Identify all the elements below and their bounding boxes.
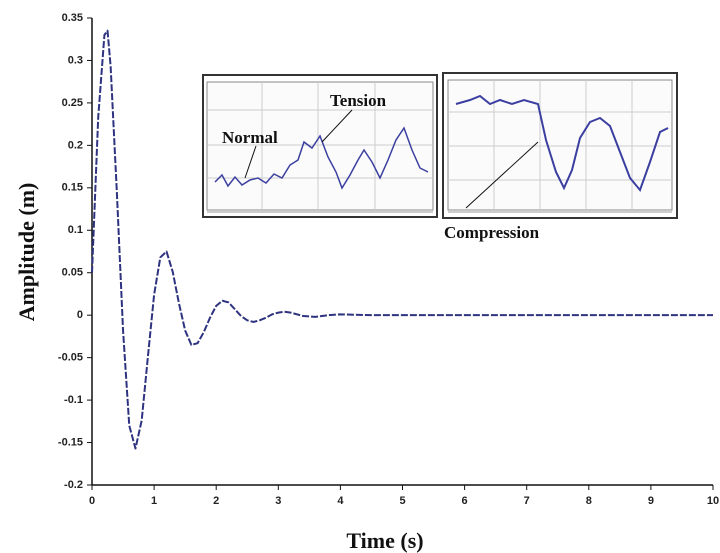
y-tick-label: 0.05	[62, 267, 83, 279]
y-tick-label: 0.35	[62, 12, 83, 24]
annotation: Normal	[222, 128, 278, 147]
chart: Tension Normal Compression Time (s) Ampl…	[0, 0, 720, 553]
page: {"chart_data": {"type": "line", "x_label…	[0, 0, 720, 553]
y-axis-label: Amplitude (m)	[14, 183, 39, 322]
y-tick-label: -0.05	[58, 352, 83, 364]
x-tick-label: 8	[586, 495, 592, 507]
x-tick-label: 3	[275, 495, 281, 507]
y-tick-label: 0.15	[62, 182, 83, 194]
y-tick-label: 0.1	[68, 224, 83, 236]
y-tick-label: -0.15	[58, 436, 83, 448]
x-axis-label: Time (s)	[346, 528, 423, 553]
y-tick-label: 0.3	[68, 54, 83, 66]
x-tick-label: 4	[337, 495, 344, 507]
x-tick-label: 10	[707, 495, 719, 507]
annotation: Tension	[330, 91, 387, 110]
x-tick-label: 0	[89, 495, 95, 507]
y-tick-label: -0.1	[64, 394, 83, 406]
y-tick-label: -0.2	[64, 479, 83, 491]
y-tick-label: 0.25	[62, 97, 83, 109]
y-tick-label: 0.2	[68, 139, 83, 151]
x-tick-label: 7	[524, 495, 530, 507]
x-tick-label: 5	[399, 495, 405, 507]
x-tick-label: 6	[462, 495, 468, 507]
x-tick-label: 2	[213, 495, 219, 507]
x-tick-label: 9	[648, 495, 654, 507]
annotation: Compression	[444, 223, 540, 242]
x-tick-label: 1	[151, 495, 157, 507]
y-tick-label: 0	[77, 309, 83, 321]
